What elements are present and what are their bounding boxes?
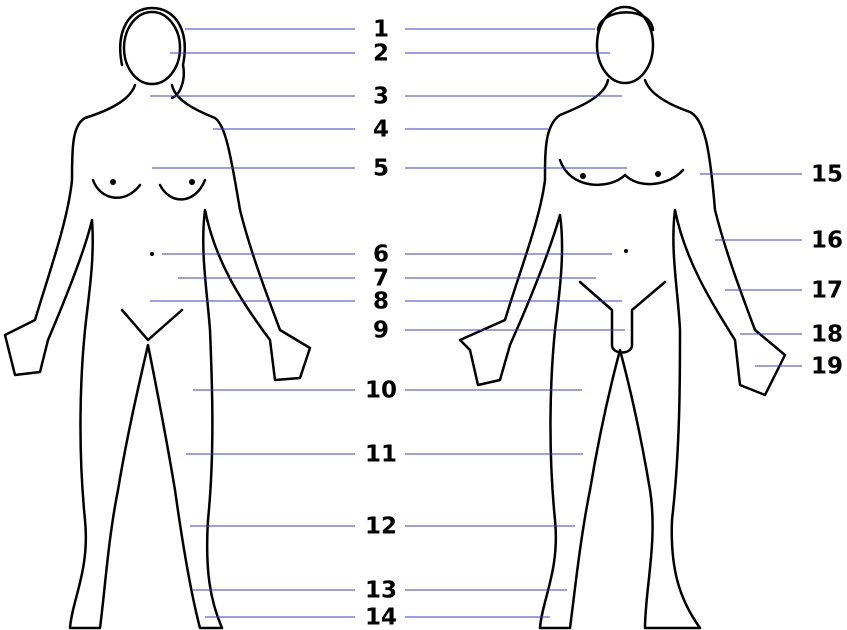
part-number: 11 [365, 442, 397, 468]
part-number: 2 [373, 41, 389, 67]
part-number: 12 [365, 514, 397, 540]
part-number: 13 [365, 578, 397, 604]
part-number: 7 [373, 266, 389, 292]
part-number: 8 [373, 289, 389, 315]
female-figure [3, 6, 312, 630]
part-number: 19 [811, 354, 843, 380]
part-number: 4 [373, 117, 389, 143]
part-number: 17 [811, 278, 843, 304]
part-number: 1 [373, 17, 389, 43]
part-number: 3 [373, 84, 389, 110]
part-number: 10 [365, 378, 397, 404]
part-number: 18 [811, 322, 843, 348]
part-number: 9 [373, 318, 389, 344]
male-figure [458, 5, 787, 630]
part-number: 5 [373, 156, 389, 182]
part-number: 6 [373, 242, 389, 268]
part-number: 14 [365, 605, 397, 630]
part-number: 15 [811, 162, 843, 188]
part-number: 16 [811, 228, 843, 254]
